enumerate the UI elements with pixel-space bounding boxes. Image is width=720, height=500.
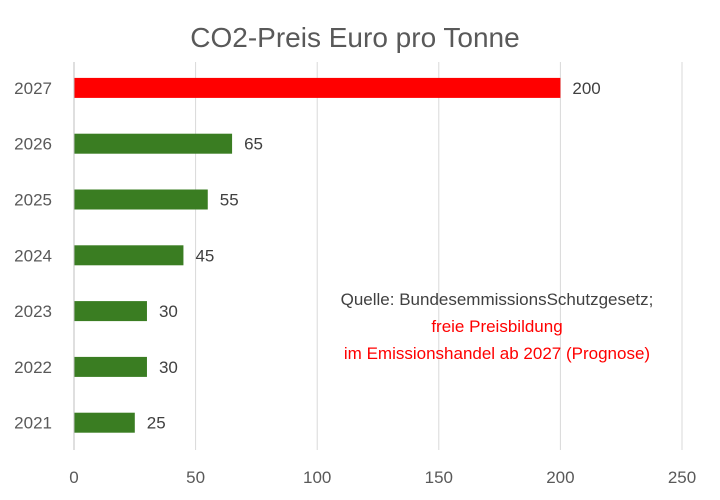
y-axis-ticks: 2027 2026 2025 2024 2023 2022 2021 xyxy=(14,79,52,433)
bars xyxy=(74,77,561,433)
bar-2021 xyxy=(74,412,135,433)
data-label-2022: 30 xyxy=(159,358,178,377)
data-labels: 200 65 55 45 30 30 25 xyxy=(147,79,601,433)
x-tick-label-200: 200 xyxy=(546,468,574,487)
y-tick-label-2027: 2027 xyxy=(14,79,52,98)
bar-2025 xyxy=(74,189,208,210)
data-label-2025: 55 xyxy=(220,191,239,210)
bar-2026 xyxy=(74,133,233,154)
annotation-line-2: freie Preisbildung xyxy=(431,317,562,336)
bar-2022 xyxy=(74,356,147,377)
data-label-2021: 25 xyxy=(147,414,166,433)
x-axis-ticks: 0 50 100 150 200 250 xyxy=(69,468,696,487)
bar-2023 xyxy=(74,301,147,322)
y-tick-label-2026: 2026 xyxy=(14,135,52,154)
chart-title: CO2-Preis Euro pro Tonne xyxy=(190,22,519,53)
gridlines xyxy=(195,62,683,450)
data-label-2026: 65 xyxy=(244,135,263,154)
x-tick-label-150: 150 xyxy=(425,468,453,487)
bar-2027 xyxy=(74,77,561,98)
data-label-2023: 30 xyxy=(159,302,178,321)
x-tick-label-50: 50 xyxy=(186,468,205,487)
annotation-source: Quelle: BundesemmissionsSchutzgesetz; xyxy=(341,290,654,309)
annotation: Quelle: BundesemmissionsSchutzgesetz; fr… xyxy=(341,290,654,363)
x-tick-label-100: 100 xyxy=(303,468,331,487)
y-tick-label-2022: 2022 xyxy=(14,358,52,377)
data-label-2027: 200 xyxy=(572,79,600,98)
bar-2024 xyxy=(74,245,184,266)
annotation-line-3: im Emissionshandel ab 2027 (Prognose) xyxy=(344,344,650,363)
y-tick-label-2025: 2025 xyxy=(14,191,52,210)
y-tick-label-2021: 2021 xyxy=(14,414,52,433)
y-tick-label-2024: 2024 xyxy=(14,246,52,265)
x-tick-label-0: 0 xyxy=(69,468,78,487)
y-tick-label-2023: 2023 xyxy=(14,302,52,321)
x-tick-label-250: 250 xyxy=(668,468,696,487)
data-label-2024: 45 xyxy=(195,246,214,265)
